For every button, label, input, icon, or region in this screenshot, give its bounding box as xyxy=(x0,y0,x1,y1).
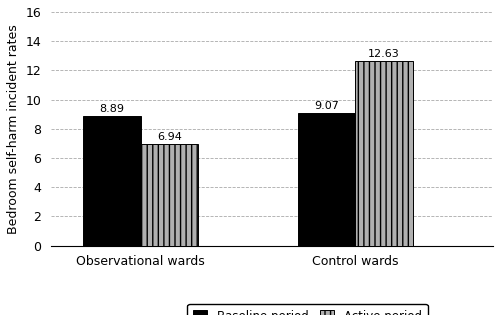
Y-axis label: Bedroom self-harm incident rates: Bedroom self-harm incident rates xyxy=(7,24,20,234)
Bar xyxy=(140,144,198,246)
Text: 9.07: 9.07 xyxy=(314,101,339,111)
Bar xyxy=(84,116,140,246)
Bar xyxy=(298,113,356,246)
Legend: Baseline period, Active period: Baseline period, Active period xyxy=(187,304,428,315)
Text: 6.94: 6.94 xyxy=(157,132,182,142)
Bar xyxy=(356,61,412,246)
Text: 12.63: 12.63 xyxy=(368,49,400,59)
Text: 8.89: 8.89 xyxy=(100,104,124,114)
